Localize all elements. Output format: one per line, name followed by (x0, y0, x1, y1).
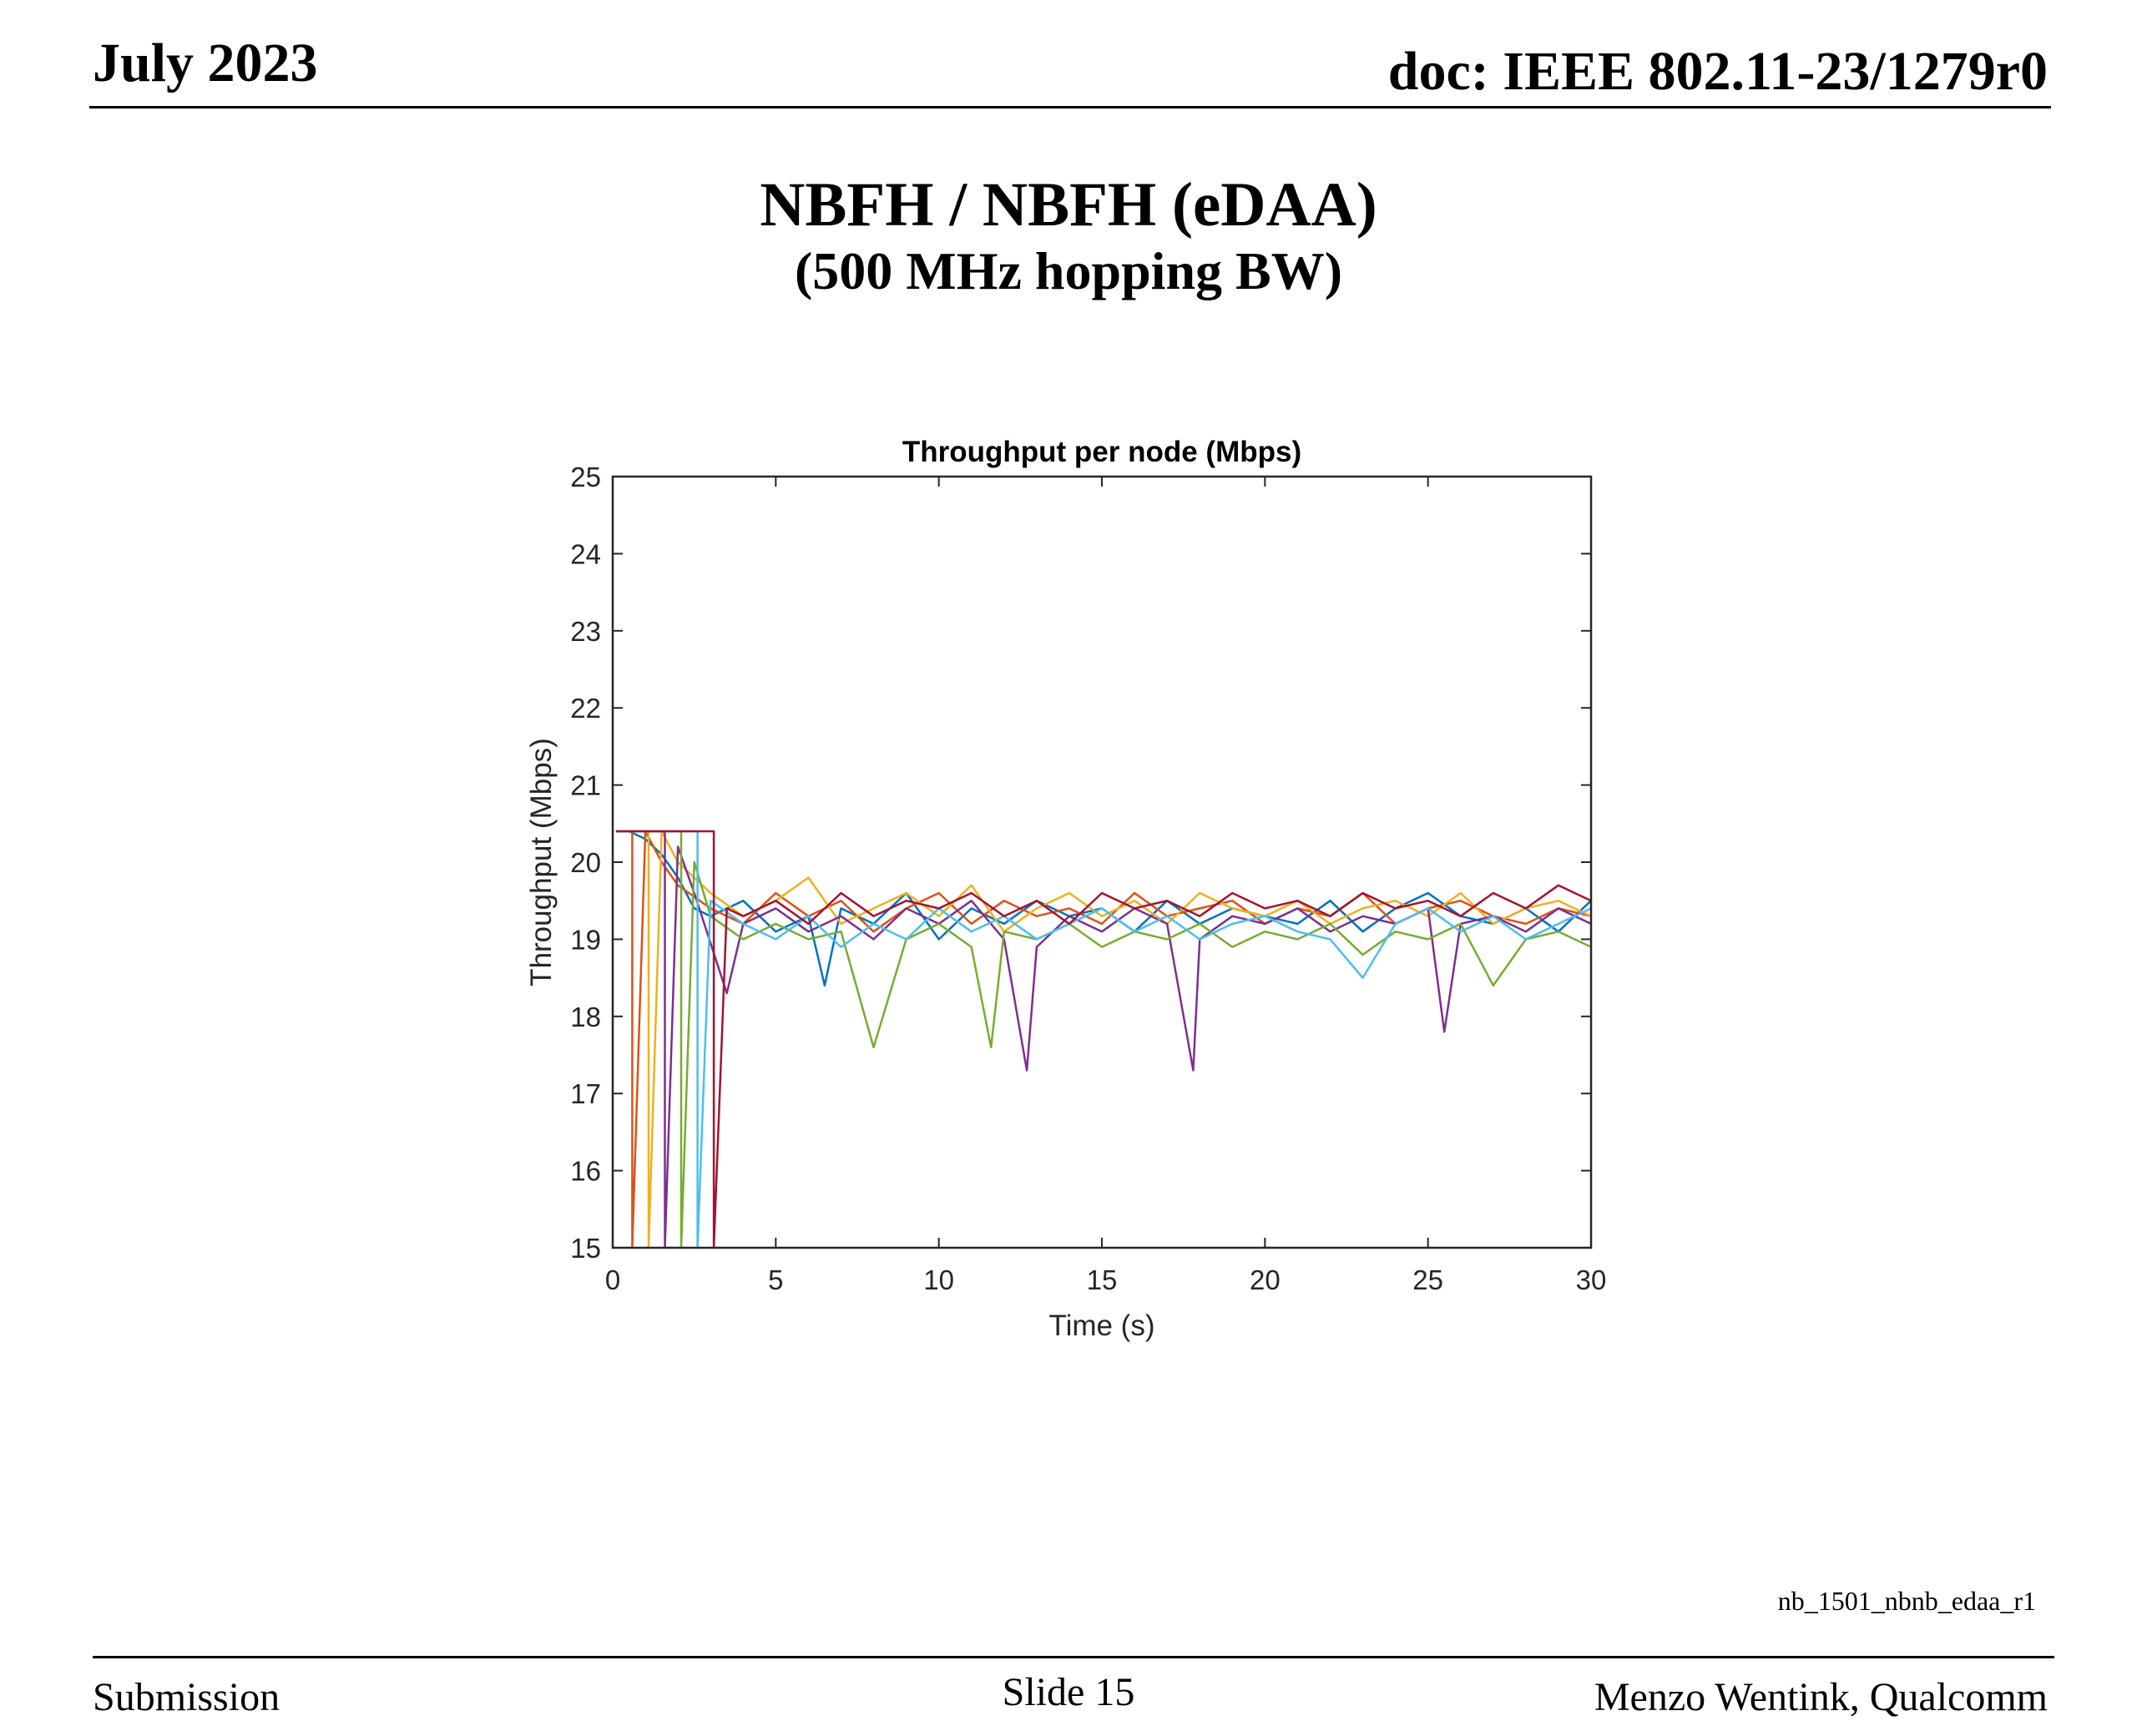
plot-frame (611, 475, 1593, 1249)
y-tick-label: 18 (570, 1002, 601, 1032)
footer-submission: Submission (93, 1675, 280, 1719)
series-line-4 (615, 830, 1592, 1249)
y-tick-label: 15 (570, 1233, 601, 1264)
series-line-6 (615, 830, 1592, 1249)
x-tick-label: 25 (1412, 1264, 1443, 1295)
y-tick-label: 17 (570, 1078, 601, 1109)
y-tick-label: 20 (570, 847, 601, 878)
footer-author: Menzo Wentink, Qualcomm (1594, 1675, 2048, 1719)
y-axis-label: Throughput (Mbps) (525, 738, 558, 987)
header-divider (89, 106, 2051, 108)
x-tick-label: 15 (1087, 1264, 1118, 1295)
y-tick-label: 16 (570, 1156, 601, 1187)
y-tick-label: 25 (570, 462, 601, 492)
header-date: July 2023 (93, 33, 318, 93)
y-tick-label: 19 (570, 924, 601, 955)
y-tick-label: 22 (570, 693, 601, 724)
header-doc-id: doc: IEEE 802.11-23/1279r0 (1387, 41, 2048, 102)
x-tick-label: 10 (923, 1264, 954, 1295)
throughput-chart: 0 5 10 15 20 25 30 15 16 17 18 19 20 21 22 23 24 25 Throu… (525, 436, 1606, 1342)
series-line-7 (615, 830, 1592, 1249)
series-line-3 (615, 830, 1592, 1249)
series-layer (615, 830, 1592, 1249)
slide-subtitle: (500 MHz hopping BW) (794, 241, 1343, 300)
ticks-layer: 0 5 10 15 20 25 30 15 16 17 18 19 20 21 22 23 24 25 (570, 462, 1606, 1295)
x-tick-label: 0 (605, 1264, 620, 1295)
footer-slide-number: Slide 15 (1002, 1670, 1135, 1714)
x-tick-label: 5 (768, 1264, 783, 1295)
x-tick-label: 20 (1250, 1264, 1281, 1295)
chart-title: Throughput per node (Mbps) (902, 436, 1301, 468)
y-tick-label: 21 (570, 770, 601, 801)
figure-filename: nb_1501_nbnb_edaa_r1 (1777, 1586, 2036, 1616)
y-tick-label: 23 (570, 616, 601, 647)
x-tick-label: 30 (1576, 1264, 1607, 1295)
slide-title: NBFH / NBFH (eDAA) (760, 170, 1377, 240)
x-axis-label: Time (s) (1048, 1310, 1154, 1342)
footer-divider (93, 1656, 2054, 1658)
y-tick-label: 24 (570, 538, 601, 569)
